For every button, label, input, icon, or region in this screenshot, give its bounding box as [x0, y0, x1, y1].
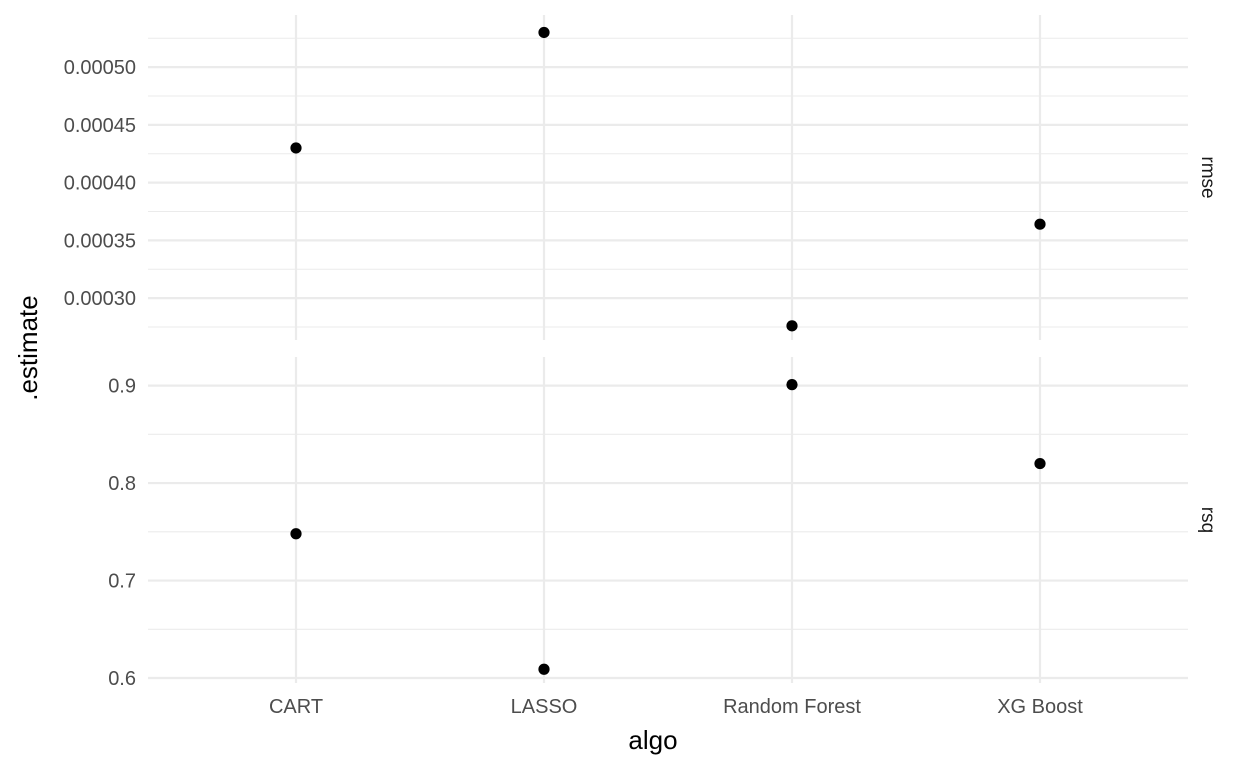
facet-strips: rmse rsq	[1197, 156, 1218, 533]
data-points	[290, 26, 1046, 675]
x-axis-title: algo	[628, 725, 677, 755]
y-axis-title: .estimate	[13, 295, 43, 401]
y-tick-label: 0.00040	[64, 173, 136, 195]
x-tick-label: CART	[269, 696, 323, 718]
x-tick-label: Random Forest	[723, 696, 861, 718]
facet-label-rsq: rsq	[1197, 507, 1218, 533]
y-tick-label: 0.9	[108, 376, 136, 398]
grid-layer	[148, 15, 1188, 683]
data-point-rsq	[1034, 457, 1046, 470]
x-tick-label: LASSO	[511, 696, 578, 718]
y-tick-label: 0.00050	[64, 57, 136, 79]
data-point-rsq	[786, 379, 798, 391]
y-tick-label: 0.7	[108, 571, 136, 593]
data-point-rsq	[290, 528, 302, 540]
data-point-rmse	[1034, 218, 1046, 230]
y-tick-label: 0.6	[108, 668, 136, 690]
data-point-rmse	[786, 320, 798, 332]
data-point-rmse	[538, 26, 550, 39]
y-tick-label: 0.00035	[64, 230, 136, 252]
y-tick-label: 0.00045	[64, 115, 136, 137]
facet-label-rmse: rmse	[1197, 156, 1218, 198]
x-tick-label: XG Boost	[997, 696, 1083, 718]
data-point-rsq	[538, 663, 550, 675]
y-tick-label: 0.8	[108, 473, 136, 495]
data-point-rmse	[290, 142, 302, 154]
y-tick-label: 0.00030	[64, 288, 136, 310]
tick-labels: 0.00030 0.00035 0.00040 0.00045 0.00050 0.6 0.…	[64, 57, 1084, 718]
